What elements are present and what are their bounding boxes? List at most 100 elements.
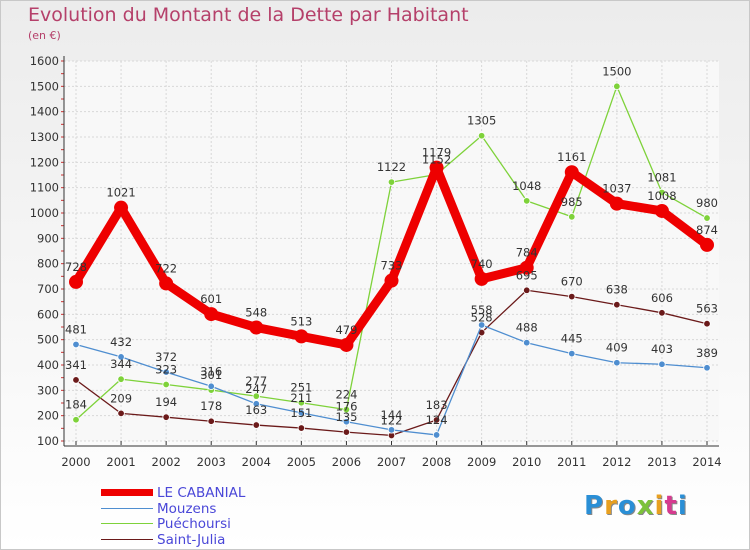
data-point-le-cabanial [474,271,489,286]
y-tick-label: 300 [37,383,59,397]
data-label-mouzens: 403 [651,342,673,356]
data-point-le-cabanial [700,237,714,252]
data-label-le-cabanial: 1179 [422,146,451,160]
data-label-le-cabanial: 874 [696,223,718,237]
y-tick-label: 100 [37,434,59,448]
data-label-puechoursi: 1152 [422,152,451,166]
data-label-puechoursi: 985 [561,195,583,209]
data-label-le-cabanial: 1161 [557,150,586,164]
data-point-saint-julia [523,286,531,294]
data-point-puechoursi [387,178,396,186]
data-point-puechoursi [342,405,351,414]
logo-letter: i [677,491,688,521]
data-label-saint-julia: 183 [426,398,448,412]
data-label-saint-julia: 638 [606,283,628,297]
data-point-le-cabanial [69,274,83,289]
x-tick-label: 2008 [422,455,451,469]
y-tick-label: 1600 [30,54,59,68]
proxiti-logo: Proxiti [584,491,688,521]
chart-subtitle: (en €) [28,29,61,42]
data-label-puechoursi: 251 [290,381,312,395]
data-label-saint-julia: 163 [245,403,267,417]
data-label-saint-julia: 563 [696,302,718,316]
logo-letter: x [636,491,655,521]
legend-swatch-mouzens [101,507,153,509]
legend-swatch-puechoursi [101,523,153,524]
y-tick-label: 600 [37,307,59,321]
data-point-saint-julia [72,376,80,384]
data-label-saint-julia: 194 [155,395,177,409]
data-point-saint-julia [342,428,351,436]
data-point-le-cabanial [609,196,624,211]
data-point-le-cabanial [339,337,354,352]
data-point-saint-julia [658,309,666,317]
y-tick-label: 1000 [30,206,59,220]
data-point-saint-julia [207,417,215,425]
logo-letter: o [617,491,637,521]
data-label-le-cabanial: 722 [155,261,177,275]
y-tick-label: 500 [37,333,59,347]
data-point-mouzens [387,426,396,434]
data-point-mouzens [297,409,306,417]
data-label-puechoursi: 1305 [467,114,496,128]
x-tick-label: 2006 [332,455,361,469]
data-label-puechoursi: 1122 [377,160,406,174]
data-label-mouzens: 316 [200,364,222,378]
logo-letter: i [654,491,665,521]
data-label-mouzens: 445 [561,332,583,346]
data-point-puechoursi [252,392,260,400]
data-point-saint-julia [613,301,621,309]
y-tick-label: 700 [37,282,59,296]
data-point-mouzens [162,368,170,376]
data-label-puechoursi: 277 [245,374,267,388]
data-point-saint-julia [117,409,125,418]
data-point-le-cabanial [564,165,579,180]
data-label-le-cabanial: 548 [245,306,267,320]
data-point-le-cabanial [114,200,129,215]
data-point-saint-julia [162,413,170,421]
legend-label-le-cabanial: LE CABANIAL [157,485,246,501]
data-point-mouzens [117,353,125,361]
data-label-le-cabanial: 784 [516,246,538,260]
data-label-puechoursi: 184 [65,398,87,412]
data-point-le-cabanial [654,203,669,218]
data-label-mouzens: 124 [426,413,448,427]
data-point-puechoursi [117,375,125,383]
data-label-saint-julia: 135 [335,410,357,424]
data-label-puechoursi: 980 [696,196,718,210]
data-point-mouzens [613,359,621,367]
data-label-le-cabanial: 728 [65,260,87,274]
data-point-puechoursi [477,132,486,140]
data-label-le-cabanial: 1037 [602,182,631,196]
x-tick-label: 2009 [467,455,496,469]
data-label-mouzens: 372 [155,350,177,364]
data-point-le-cabanial [294,329,309,344]
data-label-puechoursi: 323 [155,363,177,377]
data-label-le-cabanial: 1021 [106,186,135,200]
data-point-le-cabanial [384,273,399,288]
y-tick-label: 1200 [30,155,59,169]
y-tick-label: 900 [37,231,59,245]
data-point-le-cabanial [204,307,219,322]
data-point-puechoursi [613,82,621,91]
logo-letter: P [584,491,605,521]
data-point-puechoursi [297,399,306,407]
data-point-le-cabanial [429,160,444,175]
data-point-mouzens [207,382,215,390]
data-label-saint-julia: 670 [561,275,583,289]
data-label-saint-julia: 528 [471,311,493,325]
data-point-mouzens [477,321,486,329]
data-label-le-cabanial: 513 [290,314,312,328]
data-point-puechoursi [568,213,576,221]
data-label-saint-julia: 151 [290,406,312,420]
data-label-mouzens: 558 [471,303,493,317]
y-tick-label: 1100 [30,181,59,195]
data-label-puechoursi: 1081 [647,170,676,184]
data-point-le-cabanial [519,260,534,275]
data-label-puechoursi: 1500 [602,64,631,78]
data-point-puechoursi [658,188,666,197]
logo-letter: t [664,491,678,521]
data-point-mouzens [432,431,441,439]
data-label-saint-julia: 695 [516,268,538,282]
y-tick-label: 800 [37,257,59,271]
